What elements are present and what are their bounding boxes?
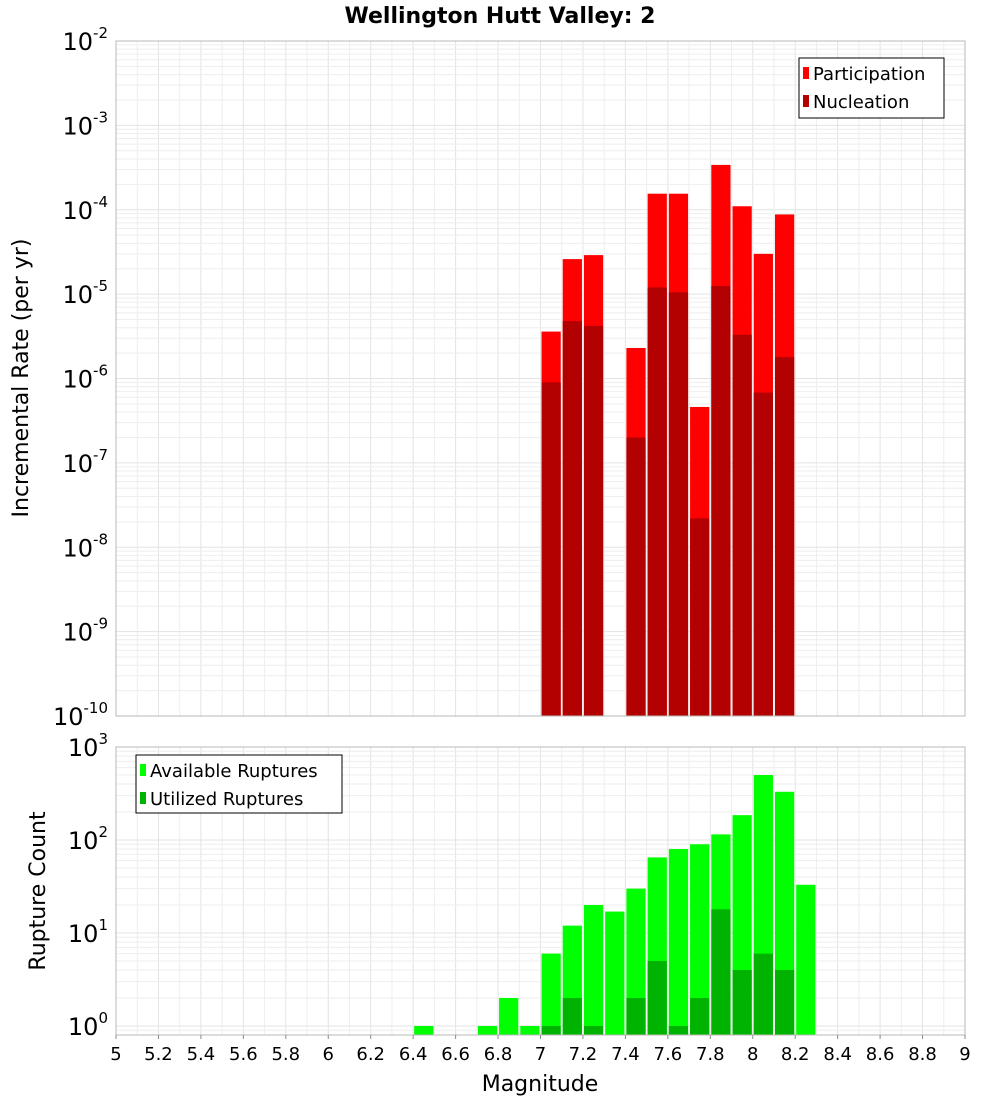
bar-utilized [562,997,582,1035]
bar-available [499,997,519,1035]
bar-nucleation [626,437,646,716]
bar-available [541,953,561,1035]
x-tick-label: 6.6 [441,1044,470,1065]
y-tick-label: 10-7 [62,446,108,478]
x-tick-label: 6.2 [356,1044,385,1065]
bar-available [414,1025,434,1035]
rate-panel: 10-10 10-9 10-8 10-7 10-6 10-5 10-4 10-3 10-2 In… [9,24,966,731]
bar-available [520,1025,540,1035]
bar-nucleation [753,392,773,716]
x-tick-label: 9 [959,1044,970,1065]
legend-swatch-available [140,764,146,776]
rate-legend-box [798,57,945,119]
x-axis-ticks: 5 5.2 5.4 5.6 5.8 6 6.2 6.4 6.6 6.8 7 7.2 7.4 7.6 7.8 8… [110,1035,971,1065]
x-tick-label: 5 [110,1044,121,1065]
y-tick-label: 10-5 [62,277,108,309]
count-y-axis-label: Rupture Count [26,811,51,971]
y-tick-label: 101 [68,916,108,948]
rate-grid [115,41,966,717]
y-tick-label: 102 [68,823,108,855]
x-tick-label: 6.4 [399,1044,428,1065]
bar-available [605,911,625,1035]
bar-nucleation [583,325,604,716]
y-tick-label: 10-8 [62,530,108,562]
bar-utilized [583,1025,604,1035]
x-axis-label: Magnitude [482,1072,599,1097]
bar-utilized [774,969,795,1035]
x-tick-label: 8.2 [781,1044,810,1065]
bar-utilized [732,969,752,1035]
bar-nucleation [690,518,710,716]
bar-utilized [753,953,773,1035]
x-tick-label: 6 [323,1044,334,1065]
y-tick-label: 10-4 [62,193,108,225]
bar-utilized [647,960,667,1035]
y-tick-label: 103 [68,730,108,762]
count-panel: 100 101 102 103 5 5.2 5.4 5.6 5.8 6 6.2 6.4 6.6 6.8 7… [26,730,971,1097]
bar-utilized [626,997,646,1035]
x-tick-label: 5.2 [144,1044,173,1065]
x-tick-label: 7.6 [654,1044,683,1065]
x-tick-label: 6.8 [484,1044,513,1065]
x-tick-label: 5.8 [271,1044,300,1065]
bar-utilized [541,1025,561,1035]
y-tick-label: 10-3 [62,108,108,140]
x-tick-label: 7.4 [611,1044,640,1065]
bar-utilized [711,909,731,1035]
legend-label-nucleation: Nucleation [813,92,909,113]
y-tick-label: 10-2 [62,24,108,56]
bar-nucleation [668,292,689,716]
bar-nucleation [774,356,795,716]
legend-label-available: Available Ruptures [150,761,318,782]
y-tick-label: 10-6 [62,362,108,394]
count-y-ticks: 100 101 102 103 [68,730,108,1041]
legend-swatch-nucleation [803,95,809,107]
count-legend-box [135,754,343,814]
bar-utilized [668,1025,689,1035]
legend-swatch-utilized [140,792,146,804]
x-tick-label: 5.4 [187,1044,216,1065]
bar-available [583,904,604,1035]
bar-nucleation [711,285,731,716]
bar-utilized [690,997,710,1035]
rate-y-axis-label: Incremental Rate (per yr) [9,239,34,518]
x-tick-label: 7 [535,1044,546,1065]
bar-nucleation [562,321,582,716]
bar-nucleation [647,287,667,716]
chart-title: Wellington Hutt Valley: 2 [345,4,656,29]
x-tick-label: 8.4 [823,1044,852,1065]
x-tick-label: 7.8 [696,1044,725,1065]
y-tick-label: 10-9 [62,615,108,647]
rate-bars [541,164,795,717]
bar-available [668,849,689,1035]
bar-nucleation [541,382,561,716]
rate-legend: Participation Nucleation [798,57,945,119]
x-tick-label: 8.8 [908,1044,937,1065]
x-tick-label: 7.2 [569,1044,598,1065]
x-tick-label: 8 [747,1044,758,1065]
bar-available [796,884,816,1035]
bar-available [690,844,710,1035]
legend-swatch-participation [803,67,809,79]
x-tick-label: 8.6 [866,1044,895,1065]
count-bars [414,774,816,1035]
rate-y-ticks: 10-10 10-9 10-8 10-7 10-6 10-5 10-4 10-3 10-2 [53,24,108,731]
legend-label-utilized: Utilized Ruptures [150,789,303,810]
bar-available [477,1025,498,1035]
bar-nucleation [732,334,752,716]
y-tick-label: 100 [68,1009,108,1041]
rate-plot-frame [115,40,966,717]
legend-label-participation: Participation [813,64,925,85]
x-tick-label: 5.6 [229,1044,258,1065]
y-tick-label: 10-10 [53,699,108,731]
count-legend: Available Ruptures Utilized Ruptures [135,754,343,814]
